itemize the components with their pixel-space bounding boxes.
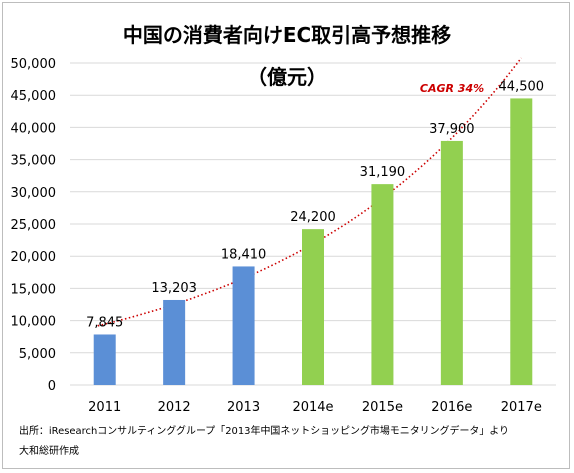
cagr-label: CAGR 34% (420, 82, 484, 95)
data-label: 18,410 (221, 247, 267, 262)
y-tick-label: 40,000 (11, 121, 57, 136)
y-tick-label: 10,000 (11, 315, 57, 330)
x-tick-label: 2012 (158, 400, 191, 415)
y-tick-label: 50,000 (11, 57, 57, 72)
y-axis: 0 5,000 10,000 15,000 20,000 25,000 30,000 35,0… (11, 57, 57, 394)
x-tick-label: 2014e (292, 400, 333, 415)
y-tick-label: 35,000 (11, 154, 57, 169)
chart-title: 中国の消費者向けEC取引高予想推移 (123, 23, 451, 47)
bar (510, 98, 533, 386)
data-labels: 7,845 13,203 18,410 24,200 31,190 37,900 44,50… (86, 79, 544, 330)
bar (163, 299, 186, 385)
data-label: 44,500 (499, 79, 545, 94)
y-tick-label: 5,000 (19, 347, 56, 362)
y-tick-label: 30,000 (11, 186, 57, 201)
x-tick-label: 2011 (88, 400, 121, 415)
y-tick-label: 15,000 (11, 282, 57, 297)
bar (93, 334, 116, 385)
source-note-line2: 大和総研作成 (19, 444, 79, 457)
y-tick-label: 45,000 (11, 89, 57, 104)
data-label: 37,900 (429, 122, 475, 137)
x-axis: 2011 2012 2013 2014e 2015e 2016e 2017e (88, 400, 542, 415)
data-label: 24,200 (290, 210, 336, 225)
bar (371, 184, 394, 385)
bars (93, 98, 533, 386)
gridlines (70, 62, 556, 386)
y-tick-label: 25,000 (11, 218, 57, 233)
data-label: 7,845 (86, 315, 123, 330)
bar (440, 140, 463, 385)
y-tick-label: 0 (48, 379, 56, 394)
x-tick-label: 2015e (362, 400, 403, 415)
data-label: 13,203 (151, 281, 197, 296)
bar (302, 229, 324, 385)
data-label: 31,190 (360, 165, 406, 180)
chart-subtitle: （億元） (247, 65, 327, 89)
x-tick-label: 2017e (501, 400, 542, 415)
bar (232, 266, 255, 385)
source-note-line1: 出所：iResearchコンサルティンググループ「2013年中国ネットショッピン… (19, 424, 509, 437)
x-tick-label: 2016e (431, 400, 472, 415)
chart-frame (2, 2, 570, 469)
x-tick-label: 2013 (227, 400, 260, 415)
y-tick-label: 20,000 (11, 250, 57, 265)
